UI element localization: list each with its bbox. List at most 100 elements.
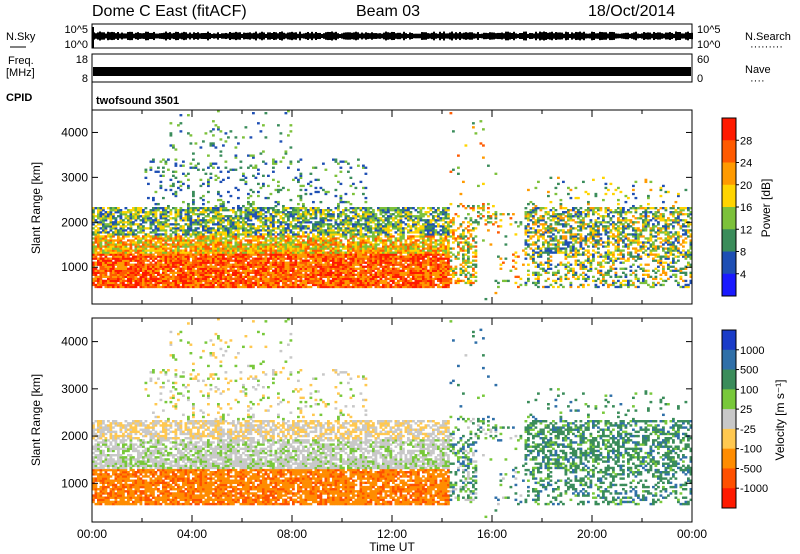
power-cell: [249, 233, 253, 236]
power-cell: [337, 285, 340, 289]
noise-trace-bar: [601, 32, 603, 40]
power-cell: [262, 235, 265, 238]
power-cell: [359, 231, 363, 234]
power-cell: [207, 267, 210, 270]
power-cell: [197, 209, 200, 212]
power-cell: [162, 196, 165, 200]
power-cell: [237, 245, 240, 248]
power-cell: [347, 217, 350, 220]
power-cell: [407, 247, 410, 250]
power-cell: [314, 207, 318, 210]
power-cell: [314, 255, 318, 258]
power-cell: [194, 257, 198, 260]
power-cell: [247, 225, 250, 228]
power-cell: [399, 271, 403, 274]
power-cell: [309, 253, 313, 256]
power-cell: [239, 271, 243, 274]
power-cell: [267, 235, 270, 238]
power-cell: [384, 235, 388, 238]
power-cell: [144, 255, 148, 258]
power-cell: [169, 265, 173, 268]
power-cell: [184, 247, 188, 250]
power-cell: [344, 247, 348, 250]
power-cell: [289, 265, 293, 268]
power-cell: [137, 225, 140, 228]
power-cell: [359, 261, 363, 264]
power-cell: [104, 231, 108, 234]
noise-trace-bar: [185, 32, 187, 40]
power-cell: [319, 259, 323, 262]
power-cell: [222, 215, 225, 218]
power-cell: [209, 281, 213, 285]
power-cell: [312, 261, 315, 264]
power-cell: [189, 255, 193, 258]
power-cell: [302, 225, 305, 228]
power-cell: [402, 283, 405, 287]
power-cell: [147, 271, 150, 274]
power-cell: [307, 225, 310, 228]
power-cell: [124, 249, 128, 252]
power-cell: [342, 231, 345, 234]
power-cell: [209, 233, 213, 236]
power-cell: [294, 253, 298, 256]
power-cell: [169, 237, 173, 240]
power-cell: [299, 281, 303, 285]
noise-trace-bar: [507, 31, 509, 41]
power-cell: [282, 267, 285, 270]
power-cell: [282, 277, 285, 281]
power-cell: [399, 241, 403, 244]
power-cell: [209, 271, 213, 274]
power-cell: [177, 273, 180, 277]
power-cell: [249, 255, 253, 258]
power-cell: [407, 243, 410, 246]
power-cell: [217, 207, 220, 210]
power-cell: [252, 223, 255, 226]
power-cell: [267, 184, 270, 188]
power-cell: [257, 279, 260, 283]
power-cell: [297, 160, 300, 163]
power-cell: [92, 263, 95, 266]
power-cell: [322, 279, 325, 283]
power-cell: [94, 215, 98, 218]
power-cell: [354, 285, 358, 289]
power-cell: [244, 253, 248, 256]
noise-trace-bar: [261, 31, 263, 41]
power-cell: [142, 247, 145, 250]
noise-trace-bar: [241, 33, 243, 39]
power-cell: [234, 281, 238, 285]
power-cell: [97, 211, 100, 214]
power-cell: [382, 253, 385, 256]
power-cell: [224, 219, 228, 222]
frequency-trace: [93, 67, 691, 76]
power-cell: [372, 247, 375, 250]
power-cell: [289, 213, 293, 216]
power-cell: [149, 223, 153, 226]
power-cell: [307, 277, 310, 281]
power-cell: [174, 162, 178, 165]
power-cell: [214, 273, 218, 277]
power-cell: [379, 211, 383, 214]
power-cell: [367, 227, 370, 230]
power-cell: [307, 253, 310, 256]
noise-trace-bar: [217, 32, 219, 40]
noise-trace-bar: [561, 32, 563, 40]
power-cell: [119, 277, 123, 281]
power-cell: [307, 273, 310, 277]
power-cell: [192, 271, 195, 274]
power-cell: [229, 235, 233, 238]
power-cell: [267, 283, 270, 287]
power-cell: [197, 219, 200, 222]
power-cell: [107, 243, 110, 246]
power-cell: [247, 215, 250, 218]
power-cell: [217, 176, 220, 180]
power-cell: [217, 198, 220, 202]
power-cell: [94, 231, 98, 234]
power-cell: [327, 275, 330, 279]
power-cell: [262, 263, 265, 266]
noise-trace-bar: [653, 31, 655, 41]
power-cell: [114, 225, 118, 228]
power-cell: [229, 257, 233, 260]
power-cell: [344, 279, 348, 283]
power-cell: [322, 162, 325, 165]
power-cell: [192, 200, 195, 204]
